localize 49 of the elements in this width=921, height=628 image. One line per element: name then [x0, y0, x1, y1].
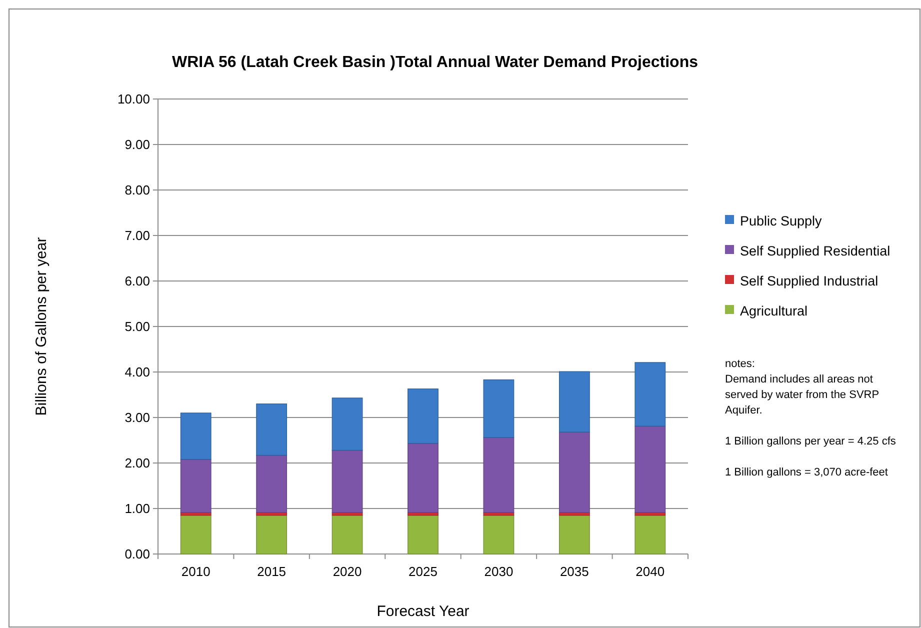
y-tick-label: 8.00 — [124, 182, 150, 198]
y-tick-label: 1.00 — [124, 501, 150, 516]
y-tick-label: 6.00 — [124, 274, 150, 289]
y-tick-label: 0.00 — [124, 546, 150, 562]
legend-label: Self Supplied Industrial — [740, 274, 878, 289]
legend-label: Agricultural — [740, 304, 808, 319]
bar — [483, 515, 514, 554]
y-axis-title: Billions of Gallons per year — [33, 237, 50, 416]
y-tick-label: 10.00 — [117, 92, 150, 107]
y-tick-label: 7.00 — [124, 228, 150, 244]
legend-label: Public Supply — [740, 214, 822, 229]
bar — [332, 515, 363, 554]
bar — [180, 412, 212, 460]
text: notes: Demand includes all areas not served by water from the SVRP Aquifer. — [725, 358, 880, 416]
x-tick-label: 2035 — [560, 564, 589, 579]
bar — [256, 454, 288, 513]
x-tick-label: 2020 — [332, 564, 362, 579]
bar — [483, 437, 514, 513]
bar — [483, 379, 514, 438]
y-tick-label: 9.00 — [124, 137, 150, 152]
bar — [558, 515, 590, 554]
bar — [180, 459, 212, 513]
bar — [332, 450, 363, 513]
bar — [332, 398, 363, 451]
bar — [558, 432, 590, 513]
bar — [634, 362, 666, 426]
bar — [408, 515, 438, 554]
bar — [558, 371, 590, 432]
x-tick-label: 2015 — [257, 564, 286, 579]
x-tick-label: 2025 — [408, 564, 438, 579]
bar — [180, 515, 212, 554]
y-tick-label: 4.00 — [124, 364, 150, 380]
x-tick-label: 2030 — [484, 564, 514, 579]
legend-label: Self Supplied Residential — [740, 244, 890, 259]
bar — [256, 404, 288, 456]
x-axis-title: Forecast Year — [376, 603, 470, 620]
chart-title: WRIA 56 (Latah Creek Basin )Total Annual Water Demand Projections — [172, 54, 698, 71]
bar — [634, 426, 666, 513]
x-tick-label: 2010 — [181, 564, 210, 579]
x-tick-label: 2040 — [636, 564, 665, 579]
text: 1 Billion gallons per year = 4.25 cfs — [725, 436, 896, 448]
bar — [408, 443, 438, 513]
bar — [634, 515, 666, 554]
y-tick-label: 2.00 — [124, 456, 150, 471]
text: 1 Billion gallons = 3,070 acre-feet — [725, 466, 888, 478]
y-tick-label: 5.00 — [124, 319, 150, 334]
bar — [256, 515, 288, 554]
bar — [408, 388, 438, 444]
y-tick-label: 3.00 — [124, 410, 150, 426]
